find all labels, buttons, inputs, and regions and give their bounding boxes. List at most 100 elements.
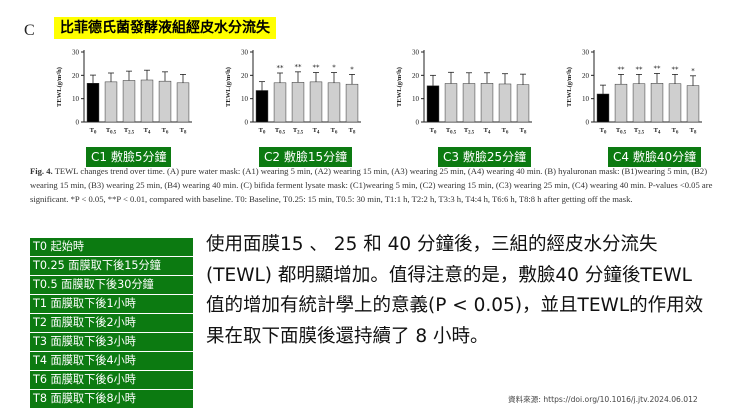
y-tick-label: 10 bbox=[72, 95, 80, 103]
bar-T0 bbox=[596, 93, 610, 123]
chart-c2-svg: TEWL(g/m²h) 0 10 20 30 T0 ** T0.5 ** T2.5 ** T4 * T6 *… bbox=[225, 49, 361, 136]
y-tick-label: 0 bbox=[586, 119, 590, 127]
source-citation: 資料來源: https://doi.org/10.1016/j.jtv.2024… bbox=[508, 395, 698, 404]
legend-item: T6 面膜取下後6小時 bbox=[30, 371, 193, 389]
caption-body: TEWL changes trend over time. (A) pure w… bbox=[30, 166, 713, 204]
chart-c3-svg: TEWL(g/m²h) 0 10 20 30 T0 T0.5 T2.5 T4 T6 T8 bbox=[396, 49, 532, 136]
y-axis-label: TEWL(g/m²h) bbox=[396, 67, 403, 107]
bar-T2.5 bbox=[632, 83, 646, 123]
chart-c1-svg: TEWL(g/m²h) 0 10 20 30 T0 T0.5 T2.5 T4 T6 T8 bbox=[56, 49, 192, 136]
chart-c4-svg: TEWL(g/m²h) 0 10 20 30 T0 ** T0.5 ** T2.5 ** T4 ** T6… bbox=[566, 49, 702, 136]
y-tick-label: 20 bbox=[582, 72, 590, 80]
bar-T8 bbox=[345, 83, 359, 123]
significance-mark: ** bbox=[636, 65, 644, 73]
significance-mark: ** bbox=[654, 64, 662, 72]
bar-T4 bbox=[309, 81, 323, 123]
y-tick-label: 20 bbox=[72, 72, 80, 80]
legend-item: T8 面膜取下後8小時 bbox=[30, 390, 193, 408]
x-tick-label: T0 bbox=[259, 127, 266, 136]
y-tick-label: 0 bbox=[76, 119, 80, 127]
chart-c3-tag: C3 敷臉25分鐘 bbox=[438, 147, 532, 167]
bar-T6 bbox=[327, 82, 341, 123]
chart-c4-tag: C4 敷臉40分鐘 bbox=[608, 147, 702, 167]
bar-T0.5 bbox=[104, 81, 118, 123]
y-tick-label: 30 bbox=[72, 49, 80, 57]
x-tick-label: T6 bbox=[162, 127, 169, 136]
significance-mark: ** bbox=[313, 64, 321, 72]
significance-mark: ** bbox=[618, 65, 626, 73]
chart-c3: TEWL(g/m²h) 0 10 20 30 T0 T0.5 T2.5 T4 T6 T8 bbox=[392, 44, 540, 142]
y-tick-label: 30 bbox=[582, 49, 590, 57]
bar-T2.5 bbox=[291, 82, 305, 123]
legend-item: T0.5 面膜取下後30分鐘 bbox=[30, 276, 193, 294]
x-tick-label: T4 bbox=[313, 127, 320, 136]
y-tick-label: 30 bbox=[412, 49, 420, 57]
legend-item: T3 面膜取下後3小時 bbox=[30, 333, 193, 351]
x-tick-label: T2.5 bbox=[293, 127, 304, 136]
x-tick-label: T4 bbox=[654, 127, 661, 136]
x-tick-label: T8 bbox=[349, 127, 356, 136]
bar-T4 bbox=[140, 79, 154, 123]
chart-c4: TEWL(g/m²h) 0 10 20 30 T0 ** T0.5 ** T2.5 ** T4 ** T6… bbox=[562, 44, 710, 142]
x-tick-label: T0.5 bbox=[275, 127, 286, 136]
bar-T0 bbox=[86, 83, 100, 123]
y-tick-label: 10 bbox=[241, 95, 249, 103]
bar-T0.5 bbox=[614, 83, 628, 123]
chart-c2-tag: C2 敷臉15分鐘 bbox=[259, 147, 353, 167]
legend-item: T0 起始時 bbox=[30, 238, 193, 256]
bar-T0.5 bbox=[273, 82, 287, 123]
x-tick-label: T0.5 bbox=[446, 127, 457, 136]
significance-mark: ** bbox=[295, 63, 303, 71]
x-tick-label: T8 bbox=[180, 127, 187, 136]
bar-T6 bbox=[158, 80, 172, 123]
y-tick-label: 20 bbox=[412, 72, 420, 80]
x-tick-label: T8 bbox=[690, 127, 697, 136]
x-tick-label: T0.5 bbox=[106, 127, 117, 136]
x-tick-label: T0 bbox=[430, 127, 437, 136]
significance-mark: ** bbox=[672, 65, 680, 73]
bar-T0 bbox=[255, 90, 269, 123]
x-tick-label: T0 bbox=[600, 127, 607, 136]
x-tick-label: T4 bbox=[144, 127, 151, 136]
x-tick-label: T2.5 bbox=[124, 127, 135, 136]
significance-mark: * bbox=[350, 65, 354, 73]
x-tick-label: T6 bbox=[331, 127, 338, 136]
bar-T0.5 bbox=[444, 83, 458, 123]
bar-T6 bbox=[668, 83, 682, 123]
panel-letter: C bbox=[24, 22, 35, 39]
bar-T2.5 bbox=[462, 83, 476, 123]
legend-item: T4 面膜取下後4小時 bbox=[30, 352, 193, 370]
bar-T4 bbox=[480, 83, 494, 123]
chart-c1: TEWL(g/m²h) 0 10 20 30 T0 T0.5 T2.5 T4 T6 T8 bbox=[52, 44, 200, 142]
y-axis-label: TEWL(g/m²h) bbox=[225, 67, 232, 107]
y-axis-label: TEWL(g/m²h) bbox=[566, 67, 573, 107]
bar-T0 bbox=[426, 85, 440, 123]
x-tick-label: T6 bbox=[502, 127, 509, 136]
x-tick-label: T2.5 bbox=[464, 127, 475, 136]
legend-item: T1 面膜取下後1小時 bbox=[30, 295, 193, 313]
x-tick-label: T0 bbox=[90, 127, 97, 136]
caption-lead: Fig. 4. bbox=[30, 166, 53, 176]
significance-mark: ** bbox=[277, 64, 285, 72]
banner-title: 比菲德氏菌發酵液組經皮水分流失 bbox=[54, 17, 276, 39]
y-tick-label: 30 bbox=[241, 49, 249, 57]
bar-T8 bbox=[686, 85, 700, 123]
y-tick-label: 10 bbox=[582, 95, 590, 103]
significance-mark: * bbox=[691, 67, 695, 75]
legend-item: T0.25 面膜取下後15分鐘 bbox=[30, 257, 193, 275]
chart-c1-tag: C1 敷臉5分鐘 bbox=[86, 147, 172, 167]
summary-text: 使用面膜15 、 25 和 40 分鐘後，三組的經皮水分流失(TEWL) 都明顯… bbox=[206, 234, 704, 347]
x-tick-label: T0.5 bbox=[616, 127, 627, 136]
y-axis-label: TEWL(g/m²h) bbox=[56, 67, 63, 107]
y-tick-label: 0 bbox=[245, 119, 249, 127]
figure-caption: Fig. 4. TEWL changes trend over time. (A… bbox=[30, 164, 714, 206]
x-tick-label: T4 bbox=[484, 127, 491, 136]
y-tick-label: 20 bbox=[241, 72, 249, 80]
y-tick-label: 10 bbox=[412, 95, 420, 103]
x-tick-label: T6 bbox=[672, 127, 679, 136]
x-tick-label: T2.5 bbox=[634, 127, 645, 136]
x-tick-label: T8 bbox=[520, 127, 527, 136]
bar-T8 bbox=[516, 84, 530, 123]
significance-mark: * bbox=[332, 64, 336, 72]
bar-T2.5 bbox=[122, 80, 136, 123]
